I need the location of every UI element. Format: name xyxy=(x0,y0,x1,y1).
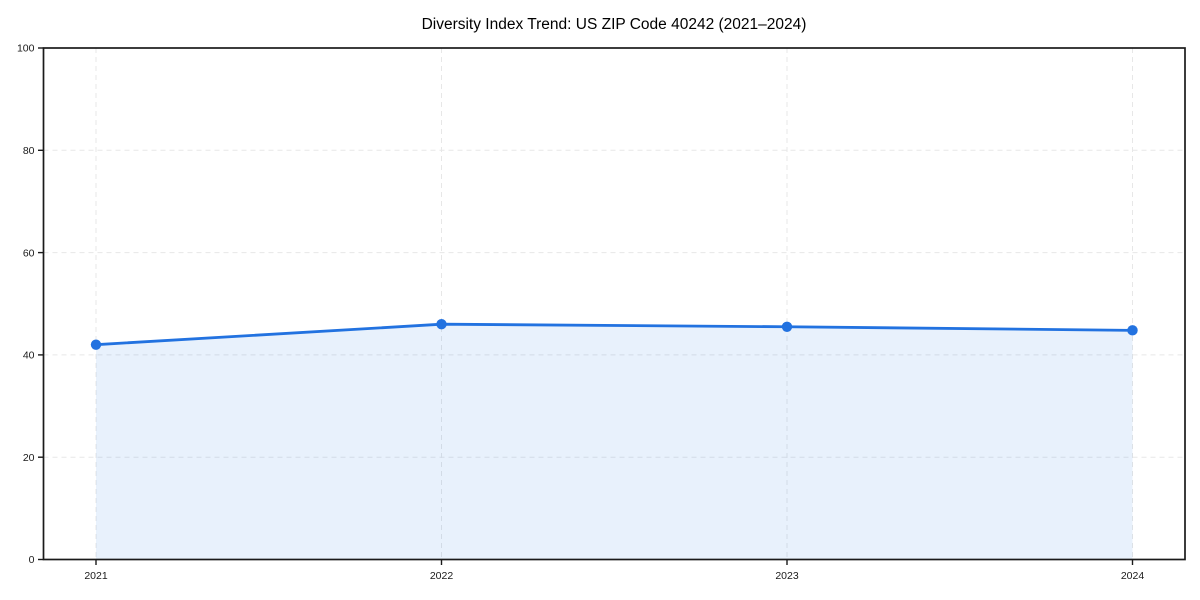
x-tick-label: 2024 xyxy=(1121,570,1145,582)
y-tick-label: 20 xyxy=(23,452,35,464)
y-tick-label: 100 xyxy=(17,43,35,55)
axes-layer xyxy=(38,47,1186,565)
data-point-marker-2022 xyxy=(436,319,447,330)
y-tick-label: 60 xyxy=(23,247,35,259)
data-point-marker-2023 xyxy=(781,321,793,332)
y-tick-label: 80 xyxy=(23,145,35,157)
y-tick-label: 0 xyxy=(29,554,35,566)
data-point-marker-2024 xyxy=(1127,325,1138,336)
plot-border xyxy=(42,47,1186,561)
tick-label-layer: 0 20 40 60 80 100 2021 2022 2023 2024 xyxy=(17,43,1144,582)
x-tick-label: 2023 xyxy=(775,570,799,582)
trend-line xyxy=(94,322,1134,347)
area-layer xyxy=(96,324,1133,560)
chart-title: Diversity Index Trend: US ZIP Code 40242… xyxy=(422,16,807,33)
line-layer xyxy=(94,322,1134,347)
x-tick-label: 2021 xyxy=(84,570,108,582)
area-fill xyxy=(96,324,1133,560)
x-tick-label: 2022 xyxy=(430,570,454,582)
data-point-marker-2021 xyxy=(90,339,102,350)
y-tick-label: 40 xyxy=(23,350,35,362)
marker-layer xyxy=(90,319,1138,350)
